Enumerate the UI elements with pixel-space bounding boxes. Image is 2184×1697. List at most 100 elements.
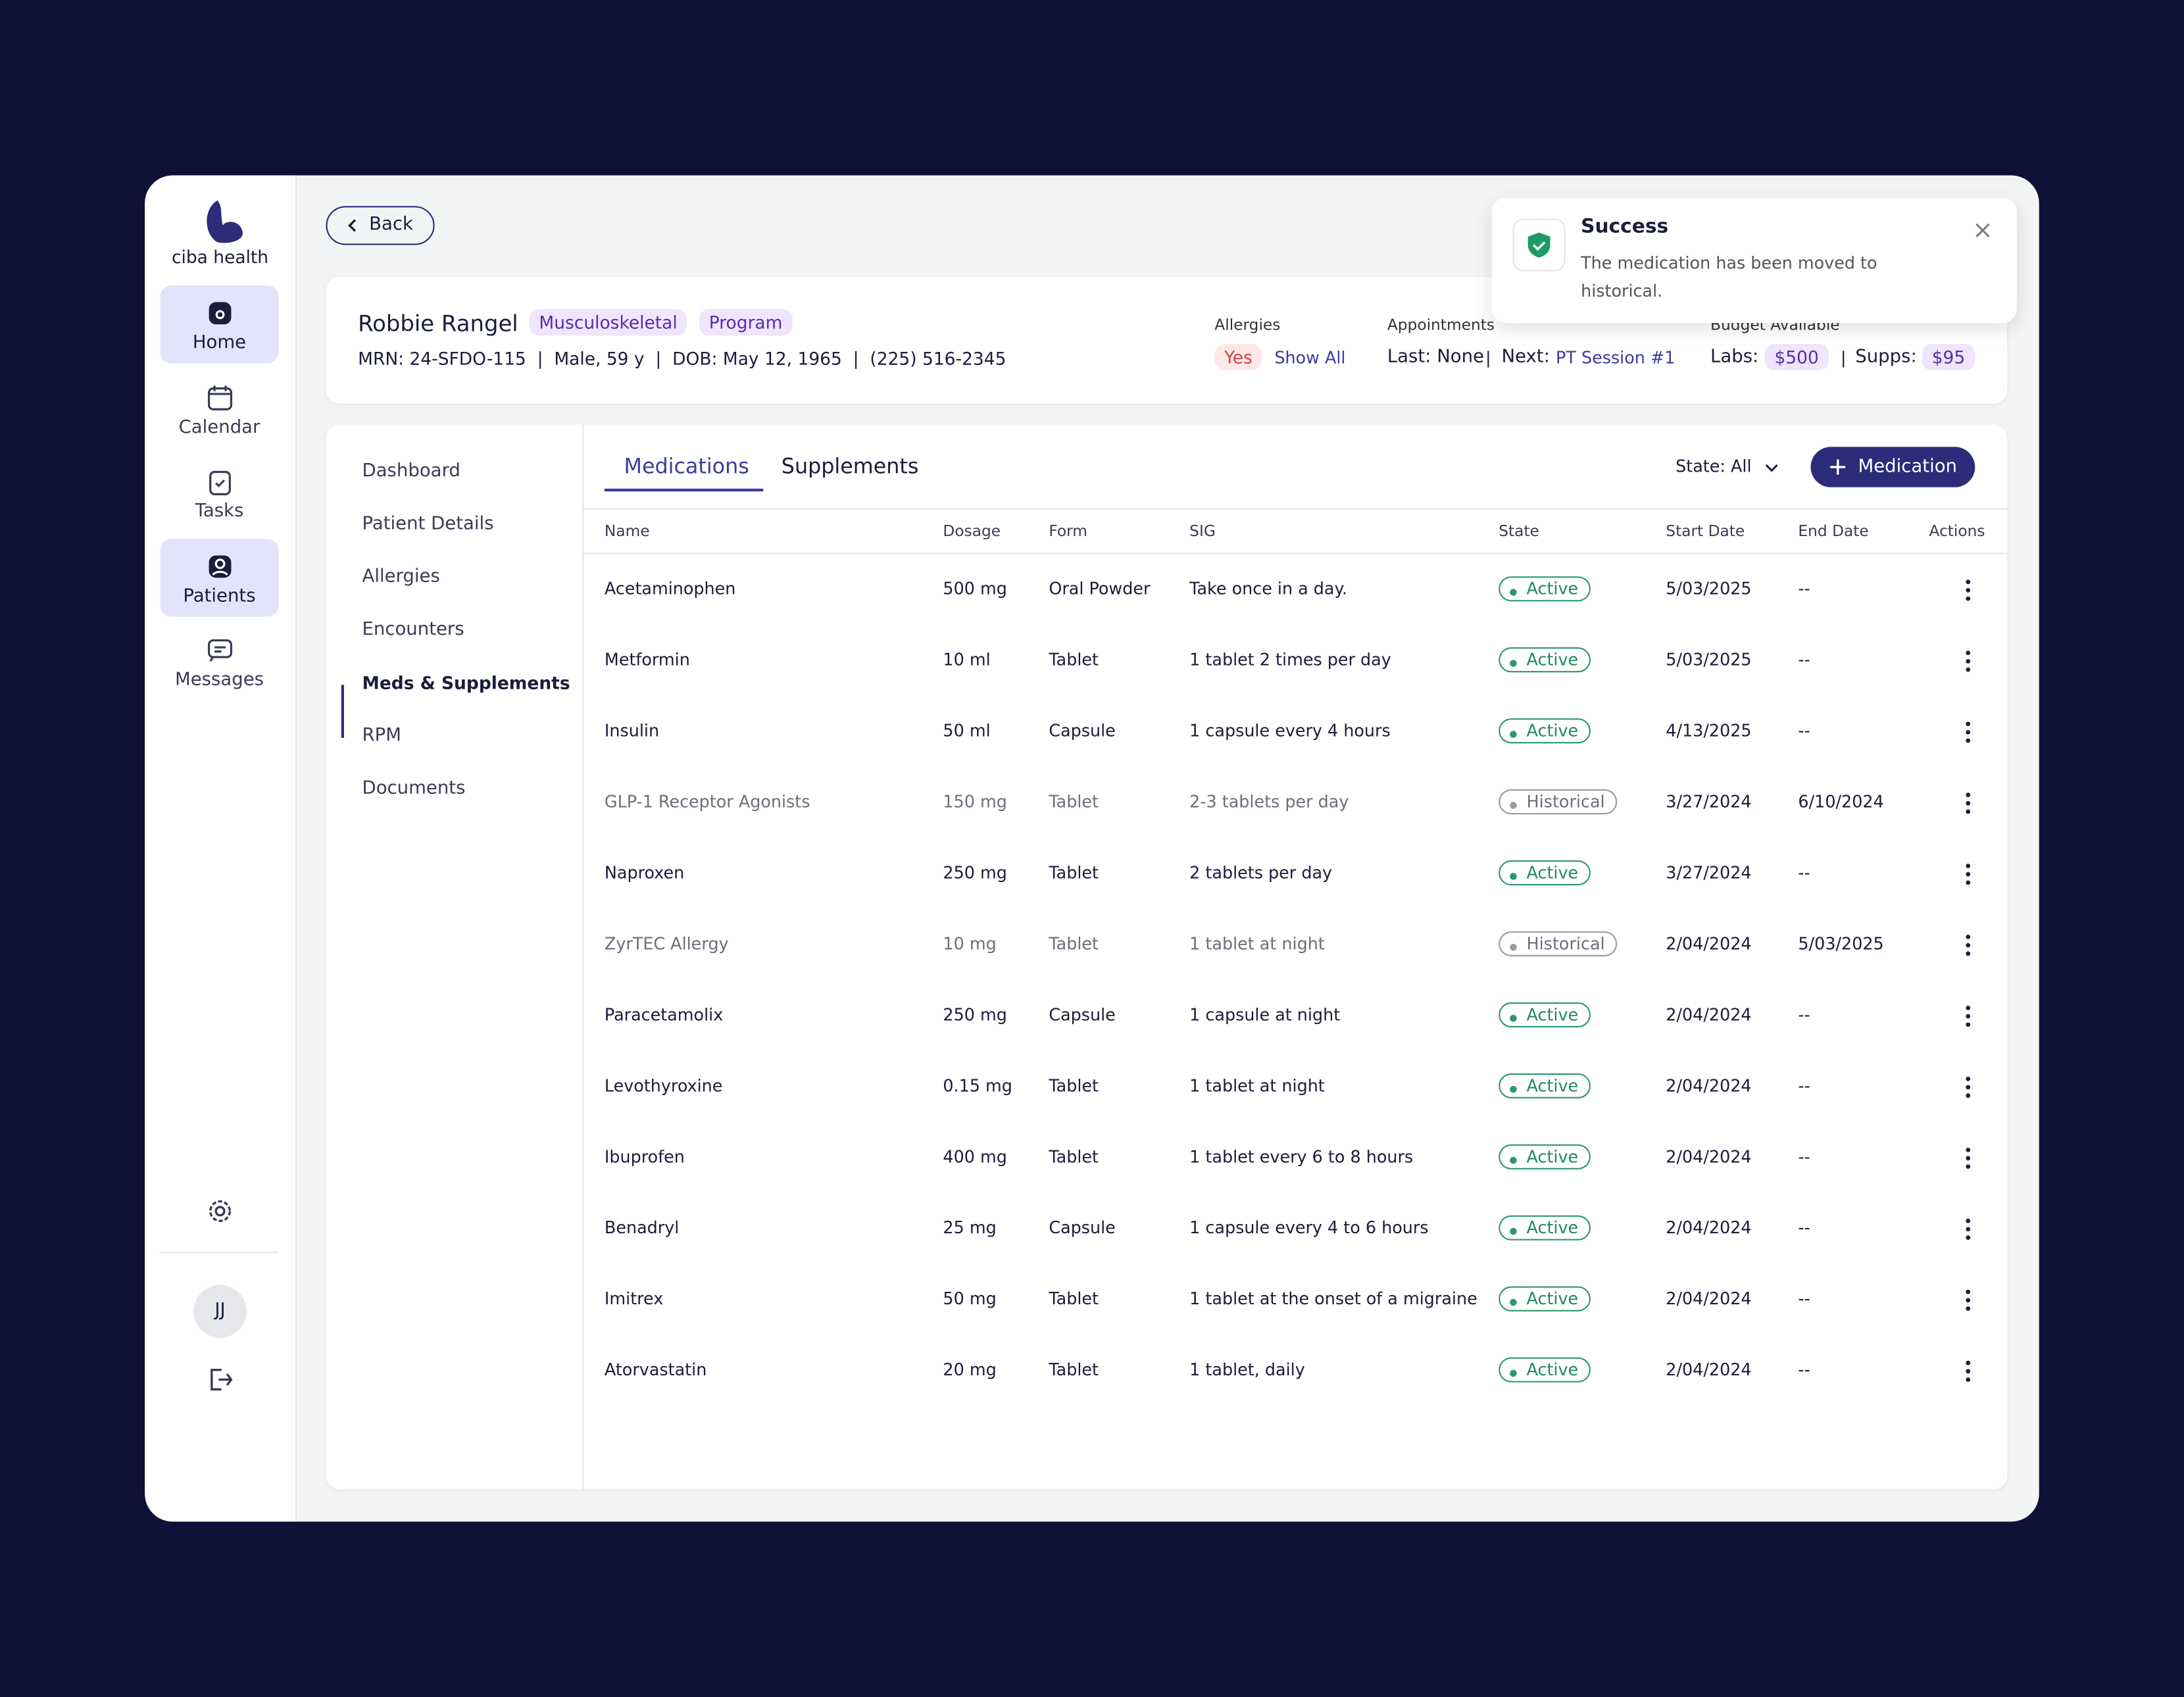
table-cell: -- xyxy=(1798,1005,1810,1025)
button-label: Medication xyxy=(1858,456,1958,478)
table-cell: 10 ml xyxy=(943,650,991,670)
table-cell: 5/03/2025 xyxy=(1666,650,1752,670)
row-actions[interactable] xyxy=(1962,1217,1973,1248)
table-cell: 1 tablet at the onset of a migraine xyxy=(1189,1289,1477,1309)
table-cell: Tablet xyxy=(1049,1289,1099,1309)
divider xyxy=(160,1251,279,1253)
menu-item[interactable]: Encounters xyxy=(362,619,464,641)
table-cell: Paracetamolix xyxy=(604,1005,724,1025)
label: Allergies xyxy=(1214,316,1281,334)
table-cell: 6/10/2024 xyxy=(1798,792,1884,812)
state-badge: Active xyxy=(1499,1144,1591,1169)
menu-item[interactable]: Dashboard xyxy=(362,460,460,482)
nav-item[interactable]: Tasks xyxy=(160,454,278,532)
table-cell: Capsule xyxy=(1049,1005,1116,1025)
menu-item[interactable]: Documents xyxy=(362,778,466,799)
label: Supps: xyxy=(1855,347,1917,368)
menu-item[interactable]: Patient Details xyxy=(362,513,494,535)
allergy-badge: Yes xyxy=(1214,343,1262,370)
row-actions[interactable] xyxy=(1962,649,1973,679)
patient-info: MRN: 24-SFDO-115 | Male, 59 y | DOB: May… xyxy=(358,348,1006,369)
table-cell: 2/04/2024 xyxy=(1666,1289,1752,1309)
table-cell: 1 tablet every 6 to 8 hours xyxy=(1189,1146,1414,1167)
nav-item[interactable]: Calendar xyxy=(160,370,278,448)
menu-item[interactable]: RPM xyxy=(362,725,401,747)
table-cell: 3/27/2024 xyxy=(1666,792,1752,812)
table-cell: Oral Powder xyxy=(1049,579,1151,599)
app-frame: ciba health JJ Home Calendar Tasks Patients… xyxy=(145,175,2039,1522)
nav-icon xyxy=(208,639,233,662)
back-button[interactable]: Back xyxy=(326,206,434,245)
table-cell: 4/13/2025 xyxy=(1666,721,1752,741)
table-cell: Capsule xyxy=(1049,1217,1116,1238)
tag: Program xyxy=(699,308,793,336)
row-actions[interactable] xyxy=(1962,1075,1973,1106)
show-all-link[interactable]: Show All xyxy=(1274,348,1346,368)
label: Appointments xyxy=(1387,316,1495,334)
avatar[interactable]: JJ xyxy=(193,1285,247,1338)
label: Next: xyxy=(1501,347,1550,368)
table-cell: 2 tablets per day xyxy=(1189,863,1333,883)
chevron xyxy=(1765,464,1778,472)
divider xyxy=(583,508,2008,510)
logo xyxy=(207,200,243,243)
separator xyxy=(1843,351,1845,368)
toast-message: The medication has been moved to histori… xyxy=(1581,253,1877,301)
table-cell: Take once in a day. xyxy=(1189,579,1347,599)
divider xyxy=(583,553,2008,554)
state-badge: Active xyxy=(1499,1002,1591,1027)
table-cell: 1 tablet at night xyxy=(1189,934,1325,954)
state-badge: Active xyxy=(1499,1073,1591,1098)
logout-icon[interactable] xyxy=(206,1365,234,1393)
row-actions[interactable] xyxy=(1962,578,1973,608)
table-cell: 150 mg xyxy=(943,792,1007,812)
nav-item[interactable]: Patients xyxy=(160,538,279,616)
tab[interactable]: Supplements xyxy=(781,453,919,480)
row-actions[interactable] xyxy=(1962,862,1973,893)
add-medication-button[interactable]: Medication xyxy=(1810,447,1975,487)
row-actions[interactable] xyxy=(1962,933,1973,964)
table-cell: Levothyroxine xyxy=(604,1076,723,1096)
next-appointment[interactable]: PT Session #1 xyxy=(1556,348,1675,368)
table-cell: 1 tablet 2 times per day xyxy=(1189,650,1391,670)
nav-label: Calendar xyxy=(178,416,261,438)
row-actions[interactable] xyxy=(1962,720,1973,750)
tab[interactable]: Medications xyxy=(624,453,749,480)
table-cell: Tablet xyxy=(1049,863,1099,883)
menu-item[interactable]: Allergies xyxy=(362,566,440,588)
menu-item[interactable]: Meds & Supplements xyxy=(362,672,570,694)
table-cell: 500 mg xyxy=(943,579,1007,599)
state-badge: Historical xyxy=(1499,931,1618,957)
close-icon[interactable] xyxy=(1975,223,1990,238)
nav-label: Messages xyxy=(174,670,264,691)
column-header: End Date xyxy=(1798,522,1869,541)
table-cell: 2/04/2024 xyxy=(1666,1076,1752,1096)
settings-icon[interactable] xyxy=(206,1197,234,1225)
table-cell: 50 mg xyxy=(943,1289,997,1309)
row-actions[interactable] xyxy=(1962,1359,1973,1390)
table-cell: 2/04/2024 xyxy=(1666,1005,1752,1025)
patient-name: Robbie Rangel xyxy=(358,310,518,337)
tab-indicator xyxy=(604,488,764,492)
table-cell: Imitrex xyxy=(604,1289,664,1309)
table-cell: Atorvastatin xyxy=(604,1360,707,1380)
state-badge: Active xyxy=(1499,1215,1591,1241)
nav-icon xyxy=(209,554,232,578)
table-cell: 0.15 mg xyxy=(943,1076,1012,1096)
table-cell: Tablet xyxy=(1049,1146,1099,1167)
sidebar: ciba health JJ Home Calendar Tasks Patients… xyxy=(145,175,297,1522)
nav-item[interactable]: Messages xyxy=(160,622,278,701)
row-actions[interactable] xyxy=(1962,1146,1973,1177)
table-cell: -- xyxy=(1798,1217,1810,1238)
row-actions[interactable] xyxy=(1962,1004,1973,1035)
table-cell: -- xyxy=(1798,721,1810,741)
row-actions[interactable] xyxy=(1962,791,1973,822)
row-actions[interactable] xyxy=(1962,1288,1973,1319)
table-cell: 50 ml xyxy=(943,721,991,741)
state-filter[interactable]: State: All xyxy=(1675,456,1752,476)
nav-item[interactable]: Home xyxy=(160,285,279,364)
back-label: Back xyxy=(369,214,413,235)
toast-icon xyxy=(1512,218,1566,272)
